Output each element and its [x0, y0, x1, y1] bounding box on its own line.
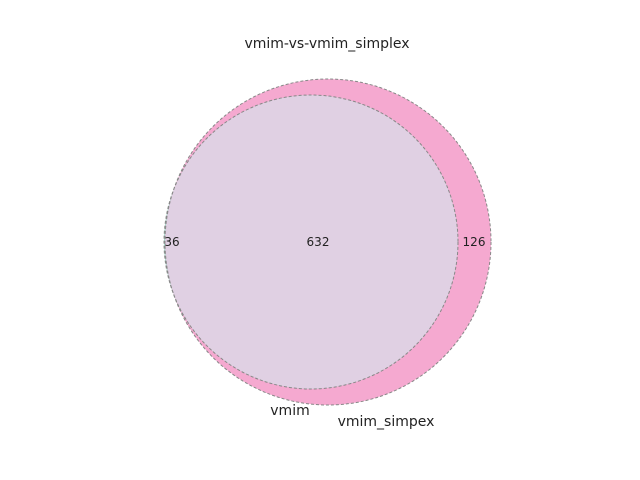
chart-title: vmim-vs-vmim_simplex — [244, 36, 409, 52]
set-vmim-outline — [163, 94, 459, 390]
region-only-vmim-count: 36 — [164, 235, 179, 249]
region-only-vmim-simplex-count: 126 — [463, 235, 486, 249]
set-vmim-label: vmim — [270, 403, 309, 419]
set-vmim-simplex-outline — [164, 78, 492, 406]
intersection-region — [165, 95, 458, 389]
set-vmim-simplex-label: vmim_simpex — [338, 414, 435, 430]
region-intersection-count: 632 — [307, 235, 330, 249]
